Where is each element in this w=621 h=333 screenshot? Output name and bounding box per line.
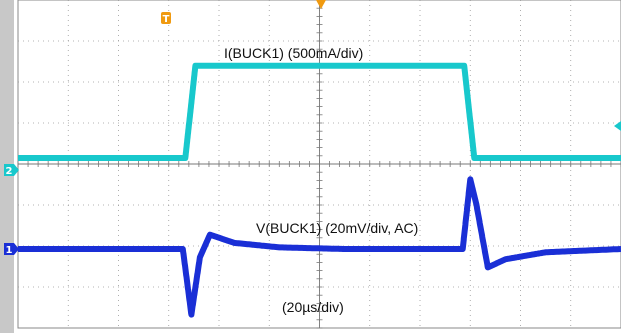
current-trace-label: I(BUCK1) (500mA/div) [224, 45, 363, 61]
channel-1-marker: 1 [4, 243, 19, 256]
voltage-trace-label: V(BUCK1) (20mV/div, AC) [256, 220, 418, 236]
svg-text:2: 2 [6, 166, 13, 177]
voltage-trace [18, 176, 621, 318]
trigger-level-icon [614, 121, 621, 131]
trigger-position-icon [316, 0, 326, 9]
time-scale-label: (20µs/div) [282, 299, 344, 315]
trigger-marker: T [161, 12, 171, 25]
svg-text:1: 1 [6, 245, 13, 256]
channel-2-marker: 2 [4, 164, 19, 177]
svg-text:T: T [163, 14, 170, 25]
current-trace [18, 62, 621, 161]
